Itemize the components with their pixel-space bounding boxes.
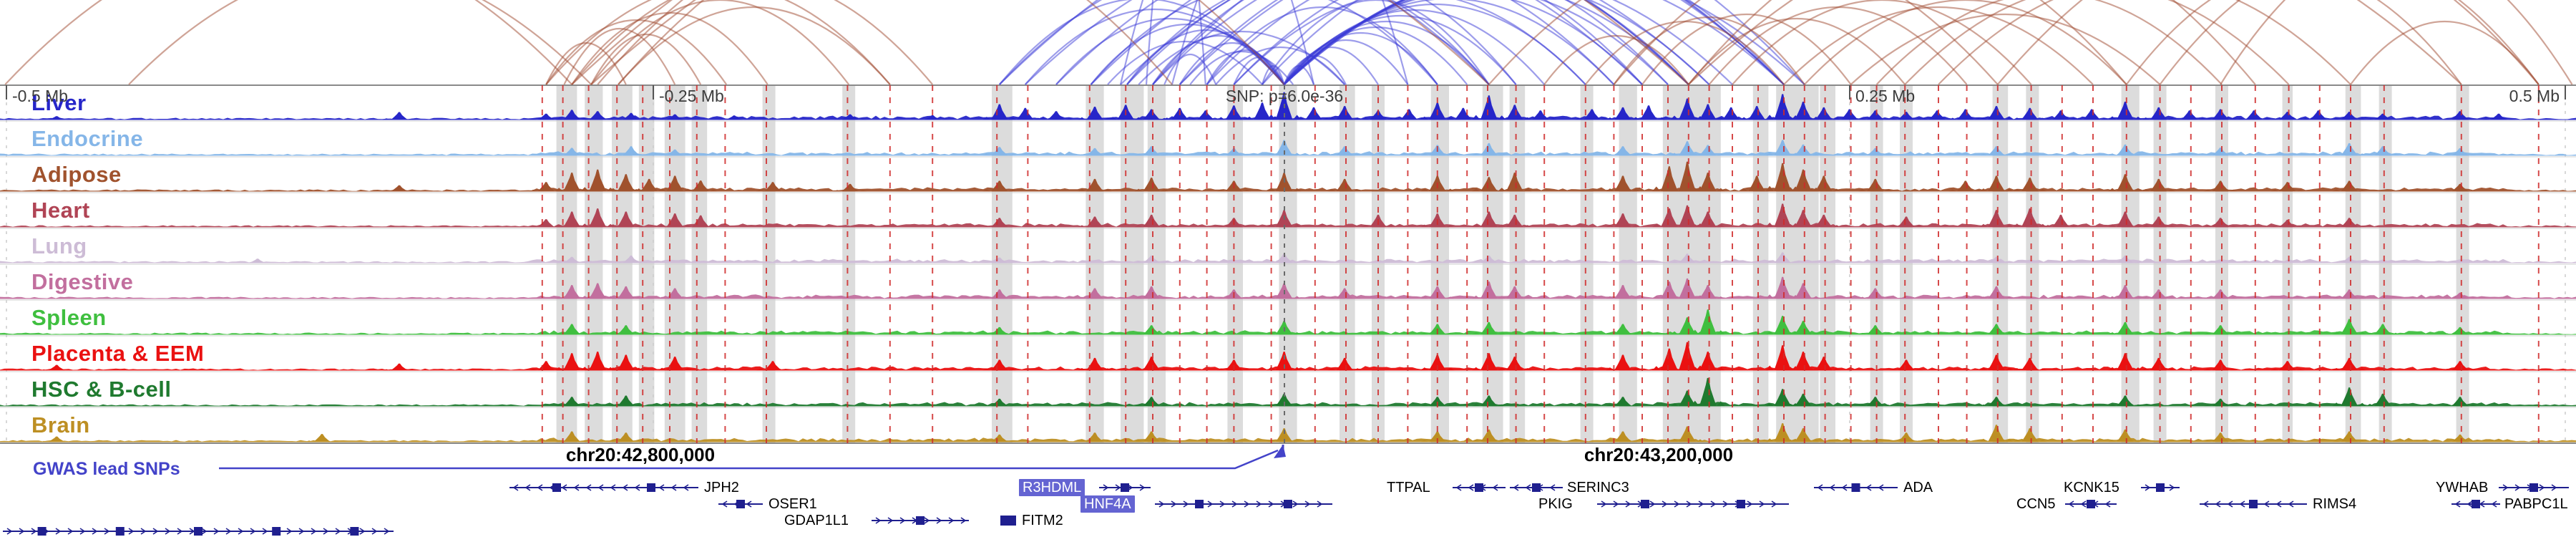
gene-label-serinc3[interactable]: SERINC3 [1567,480,1629,495]
gene-label-ada[interactable]: ADA [1903,480,1933,495]
gwas-lead-snps-label: GWAS lead SNPs [33,459,180,479]
gene-label-ywhab[interactable]: YWHAB [2436,480,2489,495]
gene-label-rims4[interactable]: RIMS4 [2313,496,2357,512]
gene-models [3,483,2569,536]
interaction-arcs [4,0,2573,85]
gene-label-pabpc1l[interactable]: PABPC1L [2504,496,2568,512]
gene-label-fitm2[interactable]: FITM2 [1022,513,1063,528]
ruler-tick-label-05mb: 0.5 Mb [2509,87,2560,105]
track-label-hsc-b-cell[interactable]: HSC & B-cell [31,377,172,402]
track-label-adipose[interactable]: Adipose [31,162,122,187]
track-label-brain[interactable]: Brain [31,412,90,437]
gene-label-kcnk15[interactable]: KCNK15 [2064,480,2119,495]
track-label-digestive[interactable]: Digestive [31,269,134,294]
ruler-tick-label-025mb: 0.25 Mb [1855,87,1916,105]
track-label-endocrine[interactable]: Endocrine [31,126,144,151]
ruler-tick-label-minus-05mb: -0.5 Mb [12,87,68,105]
gene-label-r3hdml[interactable]: R3HDML [1019,479,1085,496]
gene-label-pkig[interactable]: PKIG [1538,496,1573,512]
ruler-ticks [6,85,2566,100]
gene-label-ttpal[interactable]: TTPAL [1387,480,1430,495]
track-label-lung[interactable]: Lung [31,233,87,258]
coordinate-label-right: chr20:43,200,000 [1584,444,1734,465]
gene-label-jph2[interactable]: JPH2 [704,480,739,495]
gene-label-hnf4a[interactable]: HNF4A [1080,495,1135,513]
coordinate-label-left: chr20:42,800,000 [565,444,716,465]
ruler-tick-label-minus-025mb: -0.25 Mb [659,87,724,105]
gene-label-gdap1l1[interactable]: GDAP1L1 [784,513,849,528]
signal-tracks [0,92,2576,442]
track-label-placenta-eem[interactable]: Placenta & EEM [31,341,205,366]
gwas-snp-connector [219,445,1286,470]
track-separators [0,84,2576,444]
track-label-liver[interactable]: Liver [31,90,87,115]
track-label-heart[interactable]: Heart [31,198,90,223]
snp-pvalue-label: SNP: p=6.0e-36 [1225,87,1344,105]
track-label-spleen[interactable]: Spleen [31,305,107,330]
gene-label-ccn5[interactable]: CCN5 [2016,496,2056,512]
gene-label-oser1[interactable]: OSER1 [769,496,817,512]
